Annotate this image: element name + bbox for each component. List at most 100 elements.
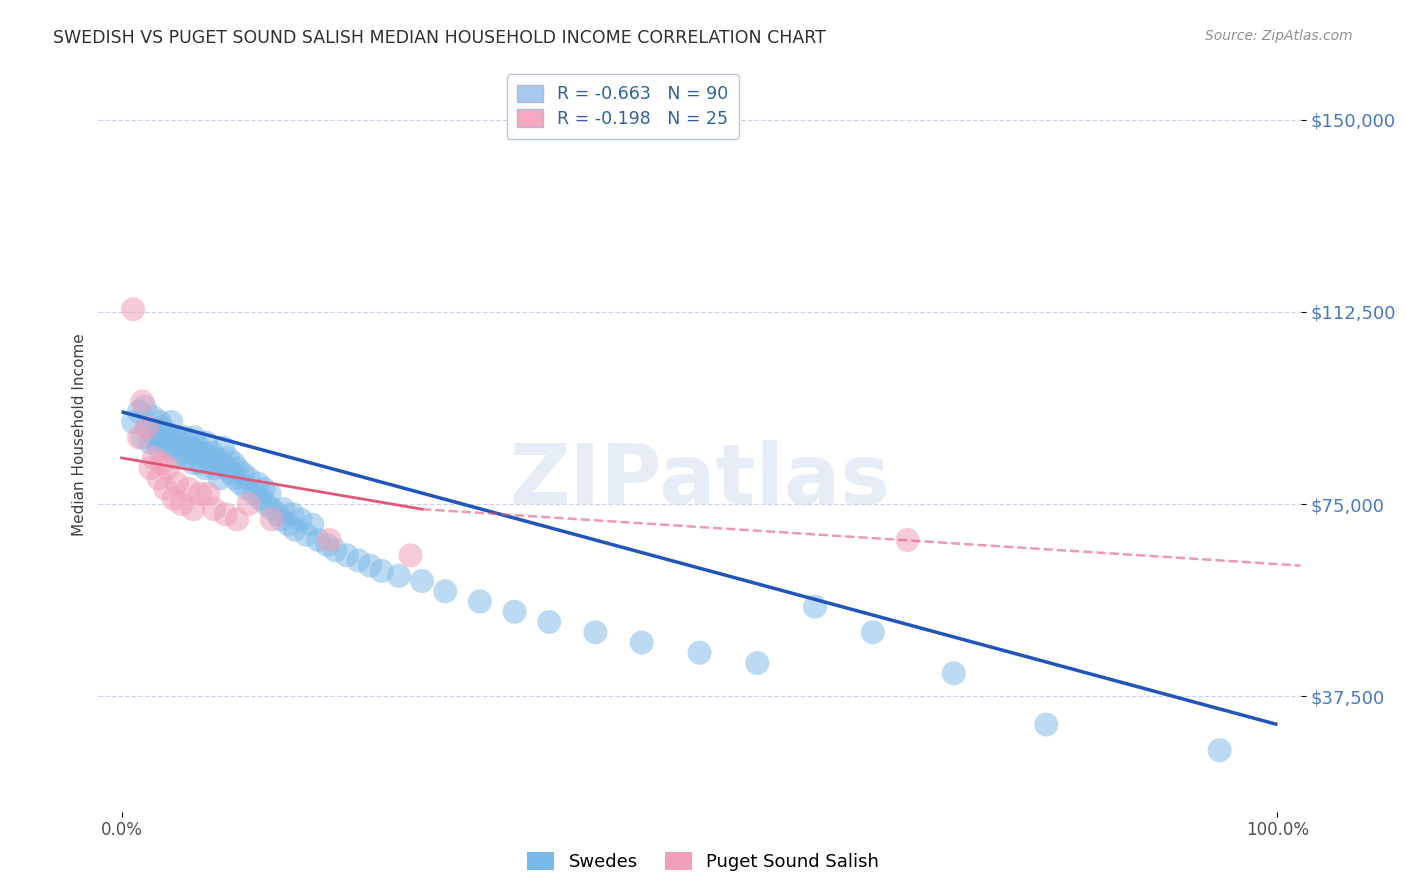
Point [388,569,411,583]
Point [166,476,188,491]
Point [538,615,561,629]
Point [229,476,252,491]
Text: Source: ZipAtlas.com: Source: ZipAtlas.com [1205,29,1353,43]
Point [155,425,177,440]
Point [238,471,260,485]
Point [202,461,225,475]
Point [896,533,918,547]
Point [134,400,156,414]
Point [139,435,162,450]
Point [318,533,340,547]
Point [804,599,827,614]
Point [131,394,153,409]
Point [142,450,165,465]
Point [155,482,177,496]
Point [194,435,217,450]
Point [188,487,211,501]
Point [145,430,167,444]
Legend: R = -0.663   N = 90, R = -0.198   N = 25: R = -0.663 N = 90, R = -0.198 N = 25 [508,74,740,138]
Point [160,415,183,429]
Point [142,425,165,440]
Point [201,446,224,460]
Point [150,420,173,434]
Point [156,441,179,455]
Point [202,502,225,516]
Point [200,456,222,470]
Point [150,456,173,470]
Point [156,461,179,475]
Point [295,528,318,542]
Point [226,512,249,526]
Point [316,538,339,552]
Point [370,564,392,578]
Point [211,456,233,470]
Y-axis label: Median Household Income: Median Household Income [72,334,87,536]
Point [249,491,271,506]
Point [153,435,176,450]
Point [197,487,219,501]
Point [325,543,347,558]
Point [226,461,249,475]
Point [270,512,292,526]
Point [148,471,170,485]
Point [273,502,295,516]
Point [186,446,208,460]
Point [235,482,257,496]
Point [278,517,301,532]
Text: ZIPatlas: ZIPatlas [509,440,890,521]
Point [170,497,193,511]
Point [136,420,159,434]
Point [191,446,214,460]
Point [181,456,204,470]
Point [246,476,269,491]
Point [165,430,187,444]
Point [208,471,231,485]
Point [399,549,422,563]
Point [131,430,153,444]
Point [139,461,162,475]
Point [149,415,172,429]
Point [188,456,211,470]
Point [212,441,235,455]
Point [205,450,228,465]
Point [253,482,276,496]
Point [290,512,312,526]
Point [359,558,381,573]
Point [336,549,359,563]
Point [128,405,150,419]
Point [170,446,193,460]
Point [183,430,205,444]
Point [468,594,491,608]
Point [630,635,652,649]
Point [1035,717,1057,731]
Point [281,508,304,522]
Point [122,302,145,317]
Point [136,420,159,434]
Point [238,497,260,511]
Point [128,430,150,444]
Point [585,625,607,640]
Point [503,605,526,619]
Point [942,666,965,681]
Point [197,450,219,465]
Point [266,508,288,522]
Point [180,441,202,455]
Point [169,435,191,450]
Legend: Swedes, Puget Sound Salish: Swedes, Puget Sound Salish [520,845,886,879]
Point [177,482,200,496]
Point [862,625,884,640]
Point [307,533,329,547]
Point [232,467,254,481]
Point [1208,743,1230,757]
Point [142,409,165,424]
Point [177,435,200,450]
Point [122,415,145,429]
Point [688,646,710,660]
Point [411,574,433,588]
Point [166,450,188,465]
Point [188,441,211,455]
Point [224,471,246,485]
Point [260,502,283,516]
Point [181,502,204,516]
Point [254,497,277,511]
